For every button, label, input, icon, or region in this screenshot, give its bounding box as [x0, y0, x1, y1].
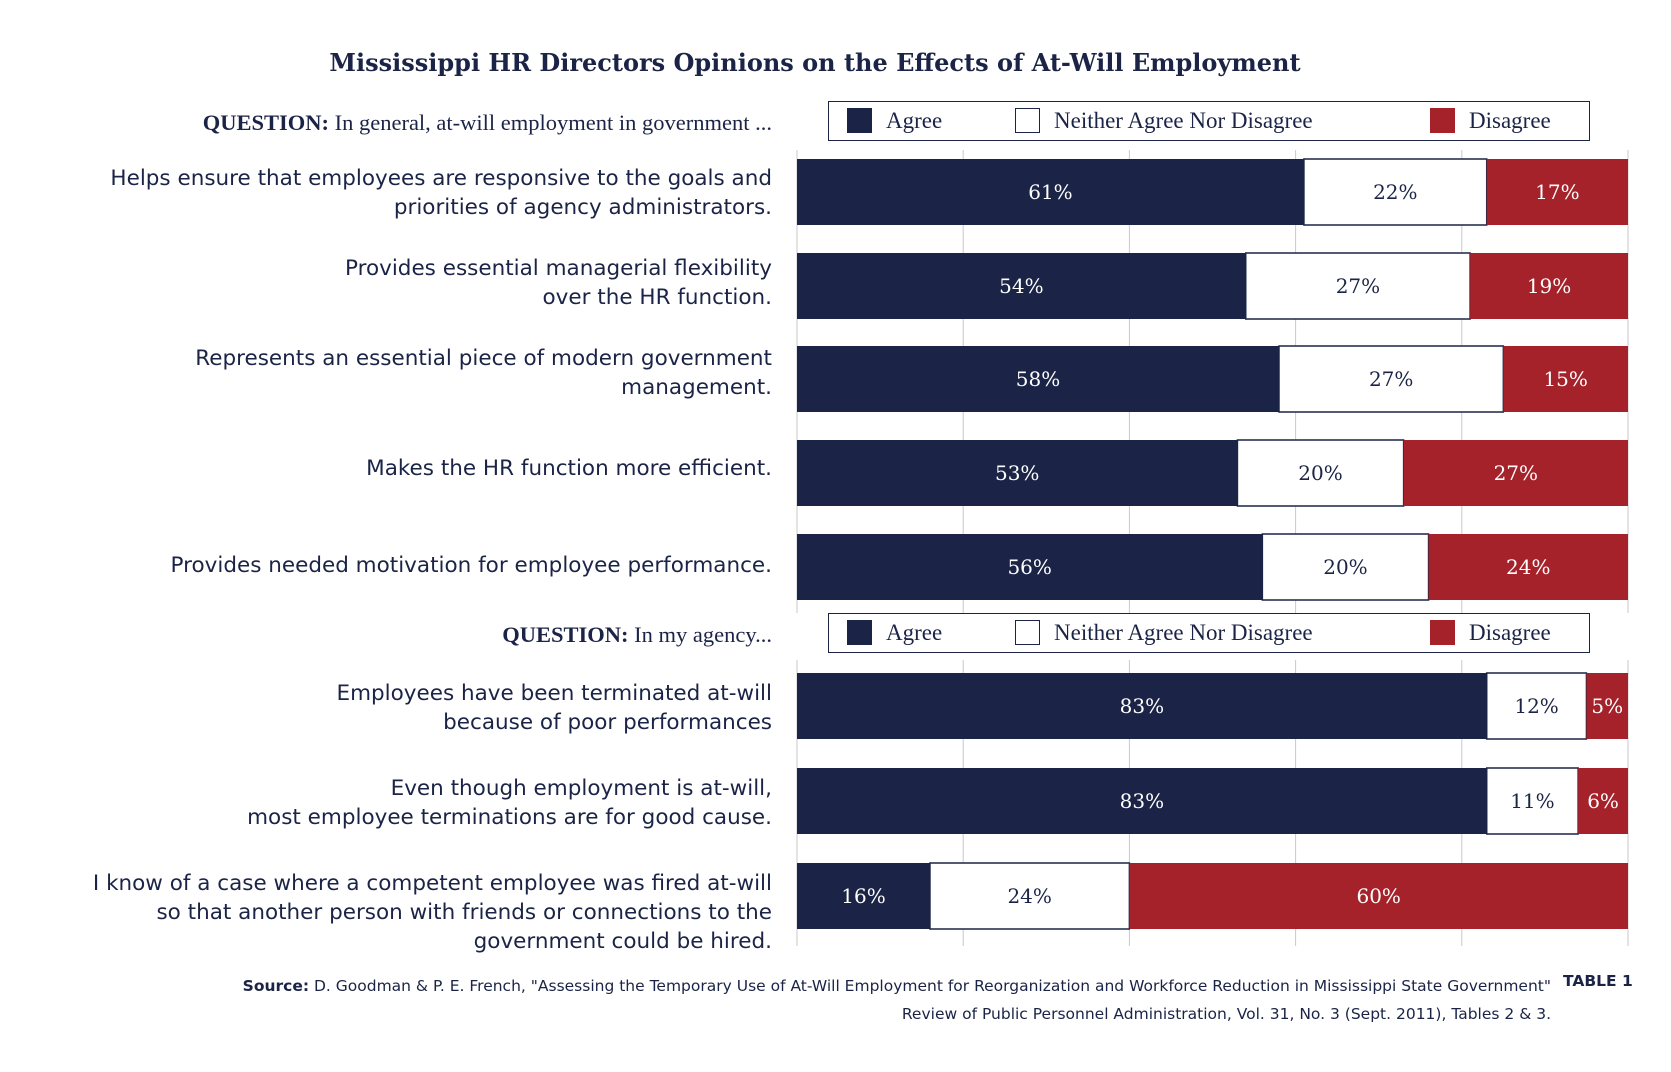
bar-segment [1303, 158, 1488, 226]
legend-item-agree: Agree [847, 614, 942, 651]
data-label: 27% [1336, 274, 1380, 298]
legend-label-neither: Neither Agree Nor Disagree [1054, 107, 1313, 133]
data-label: 54% [999, 274, 1043, 298]
legend-swatch-agree [847, 108, 872, 133]
legend-label-neither: Neither Agree Nor Disagree [1054, 619, 1313, 645]
data-label: 16% [841, 884, 885, 908]
data-label: 60% [1356, 884, 1400, 908]
data-label: 22% [1373, 180, 1417, 204]
question-2-label: QUESTION: [502, 622, 629, 647]
data-label: 11% [1510, 789, 1554, 813]
bar-segment [1129, 863, 1628, 929]
bar-segment [797, 534, 1263, 600]
bar-segment [1586, 673, 1628, 739]
data-label: 15% [1543, 367, 1587, 391]
chart-title: Mississippi HR Directors Opinions on the… [329, 48, 1301, 77]
data-label: 27% [1494, 461, 1538, 485]
legend-label-agree: Agree [886, 107, 943, 133]
question-2-text: In my agency... [628, 622, 772, 647]
bar-segment [1470, 253, 1628, 319]
bar-segment [1244, 252, 1471, 320]
data-label: 83% [1120, 694, 1164, 718]
row-label: I know of a case where a competent emplo… [92, 871, 772, 954]
bar-segment [797, 346, 1279, 412]
data-label: 56% [1007, 555, 1051, 579]
data-label: 61% [1028, 180, 1072, 204]
bar-segment [1485, 767, 1579, 835]
data-label: 58% [1016, 367, 1060, 391]
legend-label-agree: Agree [886, 619, 943, 645]
legend-swatch-neither [1015, 620, 1040, 645]
data-label: 17% [1535, 180, 1579, 204]
legend-swatch-disagree [1430, 620, 1455, 645]
legend-item-agree: Agree [847, 102, 942, 139]
row-label: Makes the HR function more efficient. [366, 456, 772, 481]
question-1: QUESTION: In general, at-will employment… [203, 110, 772, 136]
bar-segment [797, 768, 1487, 834]
legend-item-neither: Neither Agree Nor Disagree [1015, 102, 1313, 139]
bar-segment [797, 440, 1238, 506]
source-text: D. Goodman & P. E. French, "Assessing th… [313, 977, 1551, 1023]
legend-item-disagree: Disagree [1430, 614, 1551, 651]
bar-segment [1486, 159, 1628, 225]
legend-item-disagree: Disagree [1430, 102, 1551, 139]
legend-swatch-agree [847, 620, 872, 645]
bar-segment [929, 862, 1131, 930]
bar-segment [1236, 439, 1405, 507]
data-label: 5% [1591, 694, 1623, 718]
bar-segment [1578, 768, 1628, 834]
data-label: 24% [1506, 555, 1550, 579]
data-label: 6% [1587, 789, 1619, 813]
row-label: Even though employment is at-will, most … [247, 776, 772, 830]
bar-segment [1428, 534, 1628, 600]
data-label: 27% [1369, 367, 1413, 391]
row-label: Represents an essential piece of modern … [195, 346, 772, 400]
row-label: Provides needed motivation for employee … [170, 553, 772, 578]
data-label: 20% [1323, 555, 1367, 579]
question-1-label: QUESTION: [202, 110, 329, 135]
data-label: 20% [1298, 461, 1342, 485]
data-label: 12% [1514, 694, 1558, 718]
row-label: Provides essential managerial flexibilit… [345, 256, 772, 310]
data-label: 24% [1007, 884, 1051, 908]
legend-label-disagree: Disagree [1469, 619, 1551, 645]
question-1-text: In general, at-will employment in govern… [328, 110, 772, 135]
data-label: 19% [1527, 274, 1571, 298]
source-note: Source: D. Goodman & P. E. French, "Asse… [243, 972, 1551, 1028]
table-tag: TABLE 1 [1563, 972, 1633, 990]
data-label: 83% [1120, 789, 1164, 813]
legend-swatch-neither [1015, 108, 1040, 133]
bar-segment [797, 863, 930, 929]
legend-swatch-disagree [1430, 108, 1455, 133]
legend-label-disagree: Disagree [1469, 107, 1551, 133]
bar-segment [797, 673, 1487, 739]
legend-2: Agree Neither Agree Nor Disagree Disagre… [828, 613, 1590, 653]
source-label: Source: [242, 977, 310, 995]
data-label: 53% [995, 461, 1039, 485]
row-label: Helps ensure that employees are responsi… [110, 166, 772, 220]
bar-segment [797, 253, 1246, 319]
bar-segment [1503, 346, 1628, 412]
bar-segment [1261, 533, 1430, 601]
legend-1: Agree Neither Agree Nor Disagree Disagre… [828, 101, 1590, 141]
bar-segment [797, 159, 1304, 225]
question-2: QUESTION: In my agency... [502, 622, 772, 648]
row-label: Employees have been terminated at-will b… [336, 681, 772, 735]
bar-segment [1403, 440, 1628, 506]
legend-item-neither: Neither Agree Nor Disagree [1015, 614, 1313, 651]
